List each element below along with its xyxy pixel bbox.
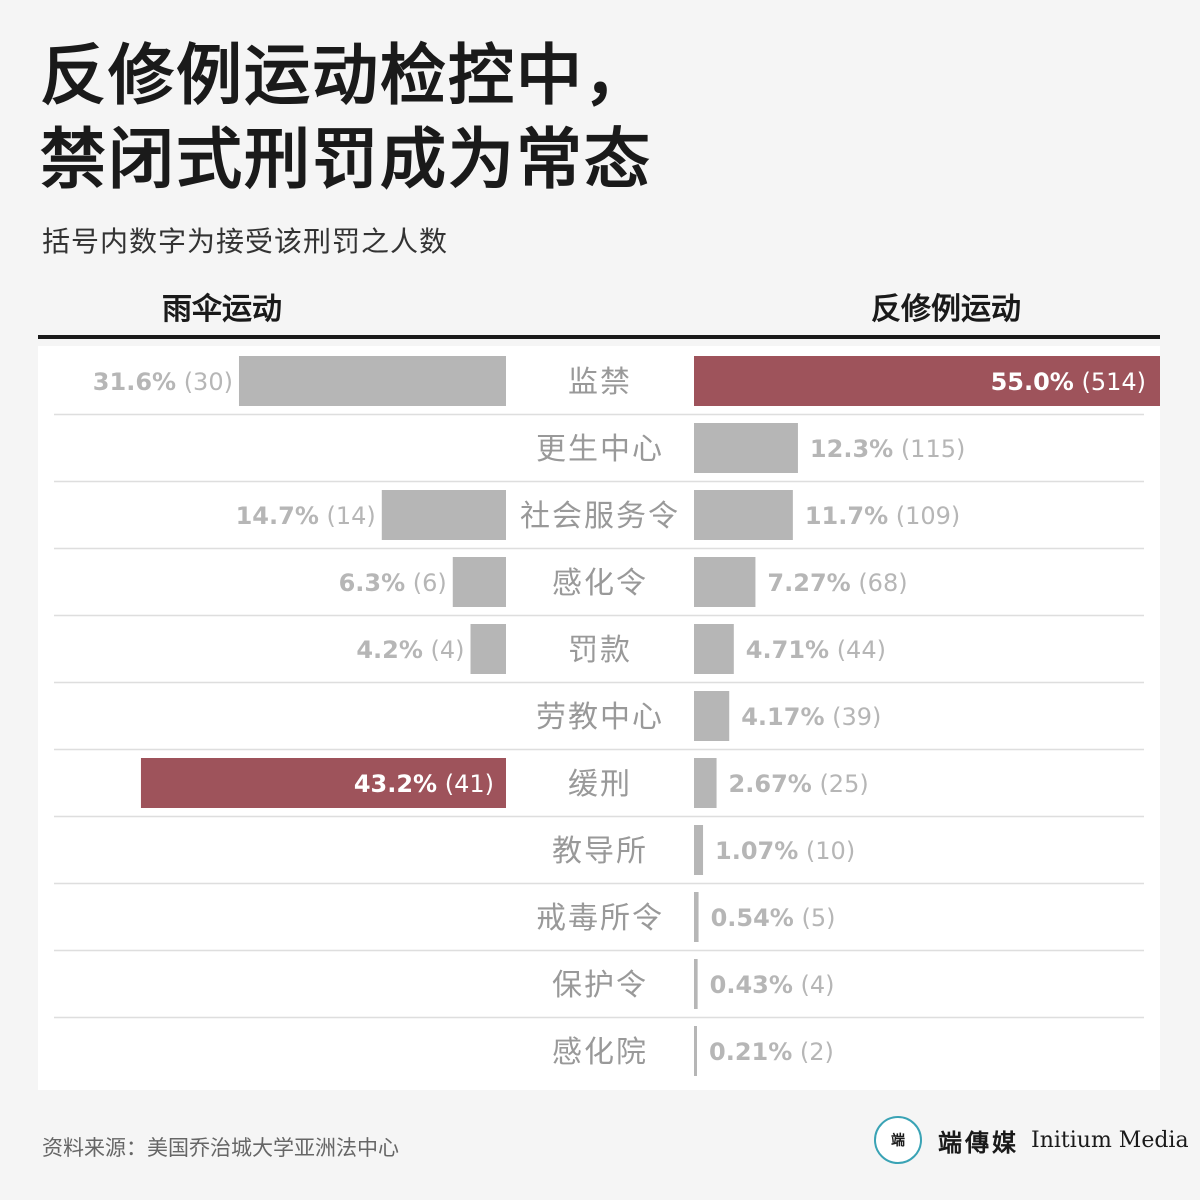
right-bar bbox=[694, 490, 793, 540]
right-data-label-value: 2.67% bbox=[729, 770, 812, 798]
left-data-label-count: (30) bbox=[176, 368, 233, 396]
right-data-label-value: 1.07% bbox=[715, 837, 798, 865]
left-bar bbox=[470, 624, 506, 674]
left-data-label-count: (41) bbox=[437, 770, 494, 798]
left-data-label-count: (4) bbox=[423, 636, 465, 664]
right-bar bbox=[694, 557, 756, 607]
right-data-label: 0.54% (5) bbox=[711, 904, 836, 932]
right-bar bbox=[694, 758, 717, 808]
title-line-1: 反修例运动检控中， bbox=[40, 37, 652, 114]
right-data-label-count: (2) bbox=[792, 1038, 834, 1066]
right-bar bbox=[694, 892, 699, 942]
left-data-label: 31.6% (30) bbox=[93, 368, 233, 396]
right-data-label-value: 12.3% bbox=[810, 435, 893, 463]
right-data-label-value: 0.54% bbox=[711, 904, 794, 932]
right-bar bbox=[694, 423, 798, 473]
category-label: 缓刑 bbox=[568, 767, 632, 802]
left-data-label-value: 4.2% bbox=[356, 636, 423, 664]
right-data-label-value: 4.71% bbox=[746, 636, 829, 664]
right-data-label: 12.3% (115) bbox=[810, 435, 965, 463]
right-data-label: 0.43% (4) bbox=[710, 971, 835, 999]
left-data-label: 4.2% (4) bbox=[356, 636, 464, 664]
category-label: 感化令 bbox=[552, 566, 648, 601]
right-data-label-count: (109) bbox=[888, 502, 960, 530]
left-bar bbox=[140, 758, 506, 808]
category-label: 保护令 bbox=[552, 968, 648, 1003]
chart-subtitle: 括号内数字为接受该刑罚之人数 bbox=[42, 225, 449, 258]
right-data-label-count: (10) bbox=[798, 837, 855, 865]
right-data-label-count: (4) bbox=[793, 971, 835, 999]
right-data-label: 55.0% (514) bbox=[991, 368, 1146, 396]
right-series-header: 反修例运动 bbox=[871, 292, 1021, 327]
right-data-label-value: 7.27% bbox=[767, 569, 850, 597]
category-label: 监禁 bbox=[568, 365, 632, 400]
left-data-label-value: 31.6% bbox=[93, 368, 176, 396]
right-bar bbox=[694, 959, 698, 1009]
right-data-label-count: (115) bbox=[893, 435, 965, 463]
category-label: 教导所 bbox=[552, 834, 648, 869]
logo-name-cn: 端傳媒 bbox=[938, 1127, 1019, 1157]
back-to-back-bar-chart: 监禁 31.6% (30) 55.0% (514) 更生中心 12.3% (115) 社会… bbox=[54, 356, 1160, 1076]
left-data-label-value: 43.2% bbox=[354, 770, 437, 798]
left-series-header: 雨伞运动 bbox=[162, 292, 282, 327]
right-data-label-value: 0.21% bbox=[709, 1038, 792, 1066]
right-bar bbox=[694, 624, 734, 674]
right-data-label-value: 4.17% bbox=[741, 703, 824, 731]
right-data-label-value: 0.43% bbox=[710, 971, 793, 999]
category-label: 戒毒所令 bbox=[536, 901, 664, 936]
right-data-label: 0.21% (2) bbox=[709, 1038, 834, 1066]
right-data-label-count: (5) bbox=[794, 904, 836, 932]
left-data-label-value: 14.7% bbox=[236, 502, 319, 530]
category-label: 劳教中心 bbox=[536, 700, 664, 735]
right-bar bbox=[694, 1026, 697, 1076]
right-bar bbox=[694, 356, 1160, 406]
chart-panel: 监禁 31.6% (30) 55.0% (514) 更生中心 12.3% (115) 社会… bbox=[38, 346, 1160, 1090]
right-data-label-value: 55.0% bbox=[991, 368, 1074, 396]
left-bar bbox=[452, 557, 506, 607]
category-label: 感化院 bbox=[552, 1035, 648, 1070]
right-data-label: 4.17% (39) bbox=[741, 703, 881, 731]
category-label: 社会服务令 bbox=[520, 499, 680, 534]
brand-logo: 端 端傳媒 Initium Media bbox=[874, 1114, 1189, 1166]
right-data-label-count: (39) bbox=[825, 703, 882, 731]
right-data-label-count: (68) bbox=[851, 569, 908, 597]
right-bar bbox=[694, 825, 704, 875]
chart-title: 反修例运动检控中， 禁闭式刑罚成为常态 bbox=[40, 34, 652, 202]
logo-mark-icon: 端 bbox=[874, 1116, 922, 1164]
left-data-label-value: 6.3% bbox=[339, 569, 406, 597]
right-data-label: 2.67% (25) bbox=[729, 770, 869, 798]
category-label: 罚款 bbox=[568, 633, 632, 668]
left-data-label: 14.7% (14) bbox=[236, 502, 376, 530]
logo-name-en: Initium Media bbox=[1031, 1127, 1189, 1153]
right-data-label: 1.07% (10) bbox=[715, 837, 855, 865]
title-line-2: 禁闭式刑罚成为常态 bbox=[40, 121, 652, 198]
category-label: 更生中心 bbox=[536, 432, 664, 467]
source-note: 资料来源：美国乔治城大学亚洲法中心 bbox=[42, 1136, 399, 1160]
left-data-label-count: (14) bbox=[319, 502, 376, 530]
left-bar bbox=[381, 490, 506, 540]
right-data-label: 4.71% (44) bbox=[746, 636, 886, 664]
left-data-label: 43.2% (41) bbox=[354, 770, 494, 798]
right-data-label: 7.27% (68) bbox=[767, 569, 907, 597]
right-data-label-count: (25) bbox=[812, 770, 869, 798]
right-data-label-count: (44) bbox=[829, 636, 886, 664]
left-bar bbox=[238, 356, 507, 406]
left-data-label: 6.3% (6) bbox=[339, 569, 447, 597]
right-data-label: 11.7% (109) bbox=[805, 502, 960, 530]
right-data-label-value: 11.7% bbox=[805, 502, 888, 530]
right-data-label-count: (514) bbox=[1074, 368, 1146, 396]
left-data-label-count: (6) bbox=[405, 569, 447, 597]
header-rule bbox=[38, 335, 1160, 339]
right-bar bbox=[694, 691, 730, 741]
